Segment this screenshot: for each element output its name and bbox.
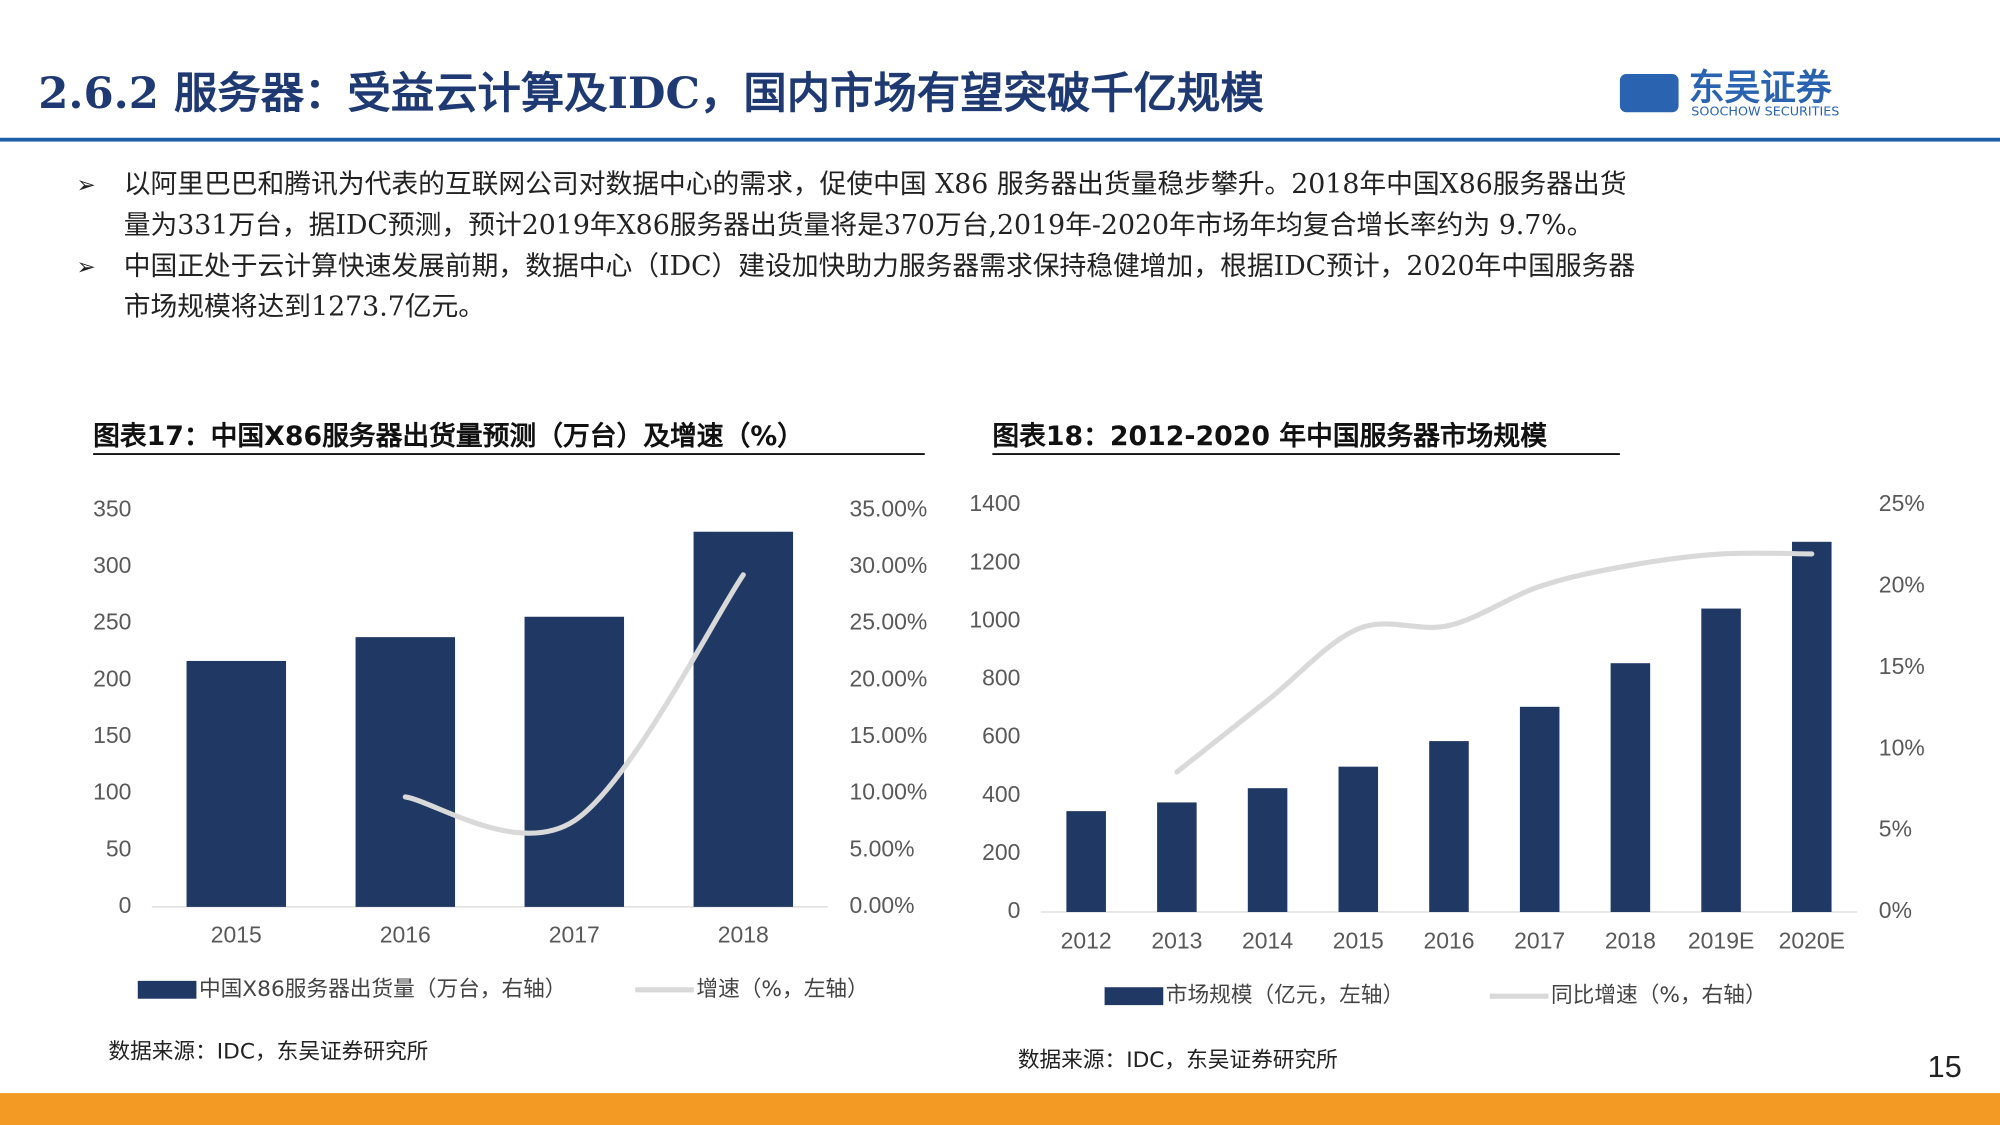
- x-tick-label: 2015: [1333, 928, 1384, 954]
- y2-tick-label: 5.00%: [849, 835, 914, 861]
- bullet-text: 以阿里巴巴和腾讯为代表的互联网公司对数据中心的需求，促使中国 X86 服务器出货…: [124, 169, 1627, 200]
- bar: [1157, 802, 1197, 912]
- y2-tick-label: 20%: [1879, 572, 1925, 598]
- y-tick-label: 0: [1008, 897, 1021, 923]
- y-tick-label: 600: [982, 723, 1020, 749]
- page-title: 2.6.2 服务器：受益云计算及IDC，国内市场有望突破千亿规模: [38, 68, 1264, 119]
- line-series: [1174, 550, 1815, 775]
- page-number: 15: [1928, 1050, 1962, 1084]
- chart-source: 数据来源：IDC，东吴证券研究所: [108, 1039, 428, 1064]
- bar: [1247, 788, 1288, 912]
- bar: [1792, 541, 1832, 912]
- x-tick-label: 2017: [1514, 928, 1565, 954]
- y-tick-label: 200: [982, 839, 1020, 865]
- bar: [1338, 766, 1379, 912]
- footer-bar: [0, 1093, 2000, 1125]
- bullet-text: 量为331万台，据IDC预测，预计2019年X86服务器出货量将是370万台,2…: [124, 210, 1594, 241]
- y-tick-label: 0: [119, 892, 132, 918]
- y2-tick-label: 20.00%: [849, 665, 927, 691]
- x-tick-label: 2017: [549, 921, 600, 947]
- line-series: [402, 572, 746, 836]
- y2-tick-label: 25.00%: [849, 609, 927, 635]
- bar: [524, 616, 625, 907]
- y2-tick-label: 35.00%: [849, 495, 927, 521]
- bar: [355, 637, 456, 907]
- bar: [1519, 706, 1560, 912]
- logo-subtext: SOOCHOW SECURITIES: [1691, 105, 1839, 120]
- legend-label: 市场规模（亿元，左轴）: [1166, 983, 1404, 1008]
- x-tick-label: 2013: [1151, 928, 1202, 954]
- header-rule: [0, 137, 2000, 142]
- x-tick-label: 2014: [1242, 928, 1293, 954]
- bar: [1066, 811, 1106, 912]
- chart-source: 数据来源：IDC，东吴证券研究所: [1018, 1048, 1338, 1073]
- y2-tick-label: 15.00%: [849, 722, 927, 748]
- y-tick-label: 250: [93, 609, 131, 635]
- y-tick-label: 1200: [969, 548, 1020, 574]
- x-tick-label: 2016: [380, 921, 431, 947]
- bullet-marker: ➢: [77, 254, 96, 280]
- y-tick-label: 100: [93, 779, 131, 805]
- y2-tick-label: 30.00%: [849, 552, 927, 578]
- y2-tick-label: 0.00%: [849, 892, 914, 918]
- y-tick-label: 200: [93, 665, 131, 691]
- y-tick-label: 350: [93, 495, 131, 521]
- legend-label: 中国X86服务器出货量（万台，右轴）: [199, 977, 567, 1002]
- bullet-text: 中国正处于云计算快速发展前期，数据中心（IDC）建设加快助力服务器需求保持稳健增…: [124, 251, 1635, 282]
- legend-label: 增速（%，左轴）: [696, 977, 868, 1002]
- y-tick-label: 150: [93, 722, 131, 748]
- x-tick-label: 2019E: [1688, 928, 1754, 954]
- y2-tick-label: 5%: [1879, 816, 1912, 842]
- legend-label: 同比增速（%，右轴）: [1551, 983, 1767, 1008]
- y-tick-label: 1400: [969, 490, 1020, 516]
- x-tick-label: 2020E: [1779, 928, 1845, 954]
- x-tick-label: 2016: [1423, 928, 1474, 954]
- x-tick-label: 2012: [1061, 928, 1112, 954]
- y2-tick-label: 25%: [1879, 490, 1925, 516]
- y2-tick-label: 0%: [1879, 897, 1912, 923]
- y-tick-label: 1000: [969, 606, 1020, 632]
- y2-tick-label: 10%: [1879, 734, 1925, 760]
- bar: [1429, 741, 1469, 912]
- bar: [693, 531, 794, 907]
- chart-title: 图表18：2012-2020 年中国服务器市场规模: [992, 420, 1547, 452]
- bullet-text: 市场规模将达到1273.7亿元。: [124, 292, 485, 323]
- logo-text: 东吴证券: [1689, 67, 1832, 108]
- y-tick-label: 400: [982, 781, 1020, 807]
- y-tick-label: 300: [93, 552, 131, 578]
- x-tick-label: 2018: [718, 921, 769, 947]
- x-tick-label: 2015: [211, 921, 262, 947]
- bar: [186, 660, 287, 907]
- y2-tick-label: 15%: [1879, 653, 1925, 679]
- y-tick-label: 800: [982, 665, 1020, 691]
- legend-swatch: [137, 980, 197, 999]
- y2-tick-label: 10.00%: [849, 779, 927, 805]
- bar: [1610, 663, 1651, 912]
- x-tick-label: 2018: [1605, 928, 1656, 954]
- bar: [1701, 608, 1741, 912]
- legend-swatch: [1104, 987, 1164, 1006]
- bullet-marker: ➢: [77, 173, 96, 199]
- logo-icon: [1619, 73, 1679, 113]
- y-tick-label: 50: [106, 835, 132, 861]
- chart-title: 图表17：中国X86服务器出货量预测（万台）及增速（%）: [93, 420, 804, 452]
